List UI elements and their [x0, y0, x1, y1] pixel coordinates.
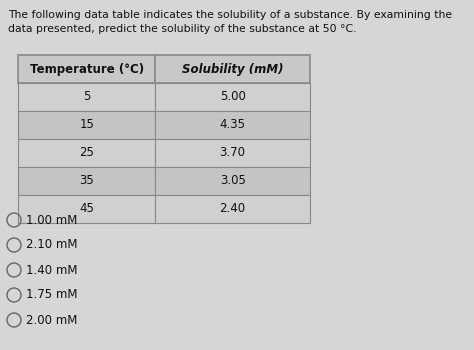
Text: 35: 35	[79, 175, 94, 188]
Text: 1.00 mM: 1.00 mM	[26, 214, 77, 226]
Bar	[18, 167, 155, 195]
Text: Temperature (°C): Temperature (°C)	[29, 63, 144, 76]
Bar	[18, 139, 155, 167]
Text: 1.40 mM: 1.40 mM	[26, 264, 78, 276]
Text: The following data table indicates the solubility of a substance. By examining t: The following data table indicates the s…	[8, 10, 452, 20]
Text: data presented, predict the solubility of the substance at 50 °C.: data presented, predict the solubility o…	[8, 24, 356, 34]
Text: 1.75 mM: 1.75 mM	[26, 288, 78, 301]
Text: 2.00 mM: 2.00 mM	[26, 314, 77, 327]
Bar	[155, 83, 310, 111]
Bar	[155, 111, 310, 139]
Bar	[18, 83, 155, 111]
Bar	[18, 55, 155, 83]
Text: 3.70: 3.70	[219, 147, 246, 160]
Bar	[155, 167, 310, 195]
Text: Solubility (mM): Solubility (mM)	[182, 63, 283, 76]
Text: 45: 45	[79, 203, 94, 216]
Text: 2.10 mM: 2.10 mM	[26, 238, 78, 252]
Bar	[155, 195, 310, 223]
Text: 5: 5	[83, 91, 91, 104]
Bar	[155, 139, 310, 167]
Text: 2.40: 2.40	[219, 203, 246, 216]
Text: 15: 15	[79, 119, 94, 132]
Text: 5.00: 5.00	[219, 91, 246, 104]
Text: 3.05: 3.05	[219, 175, 246, 188]
Text: 4.35: 4.35	[219, 119, 246, 132]
Bar	[18, 111, 155, 139]
Text: 25: 25	[79, 147, 94, 160]
Bar	[18, 195, 155, 223]
Bar	[155, 55, 310, 83]
